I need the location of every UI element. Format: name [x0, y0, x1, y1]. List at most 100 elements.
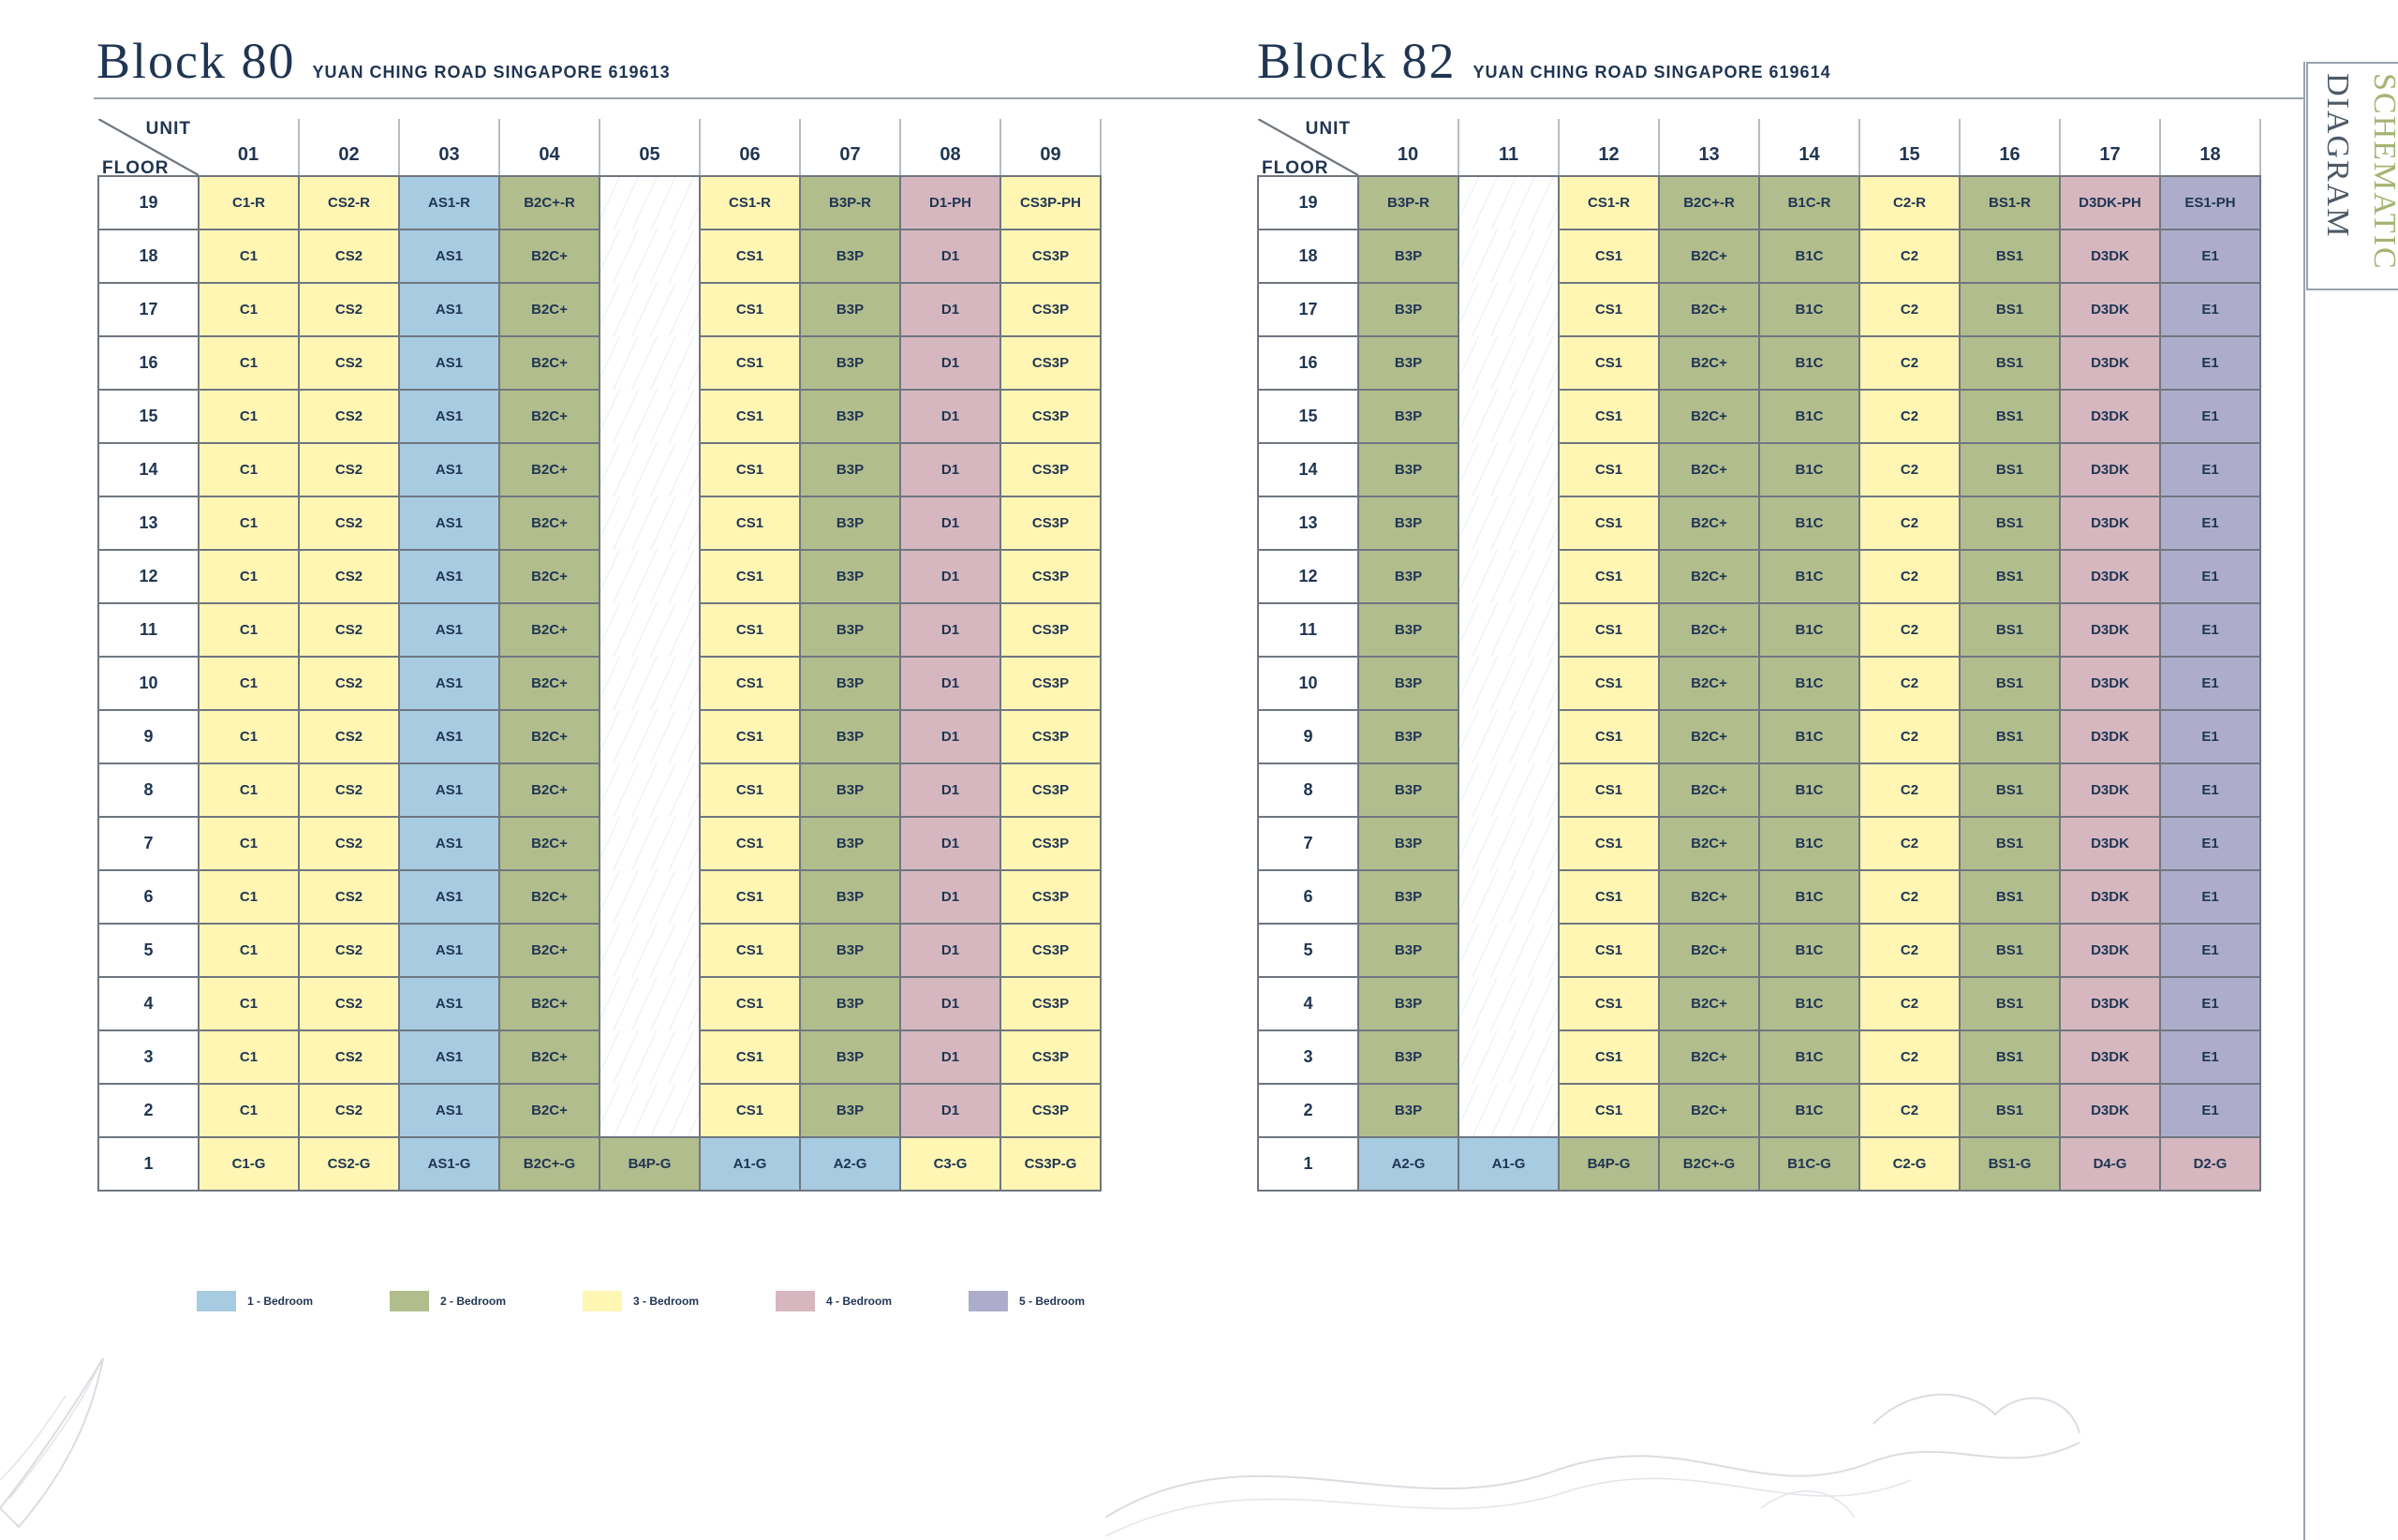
unit-type-cell: D1	[899, 229, 1001, 284]
unit-type-cell: D1	[899, 816, 1001, 871]
unit-type-cell: CS1	[1558, 282, 1660, 337]
unit-number-header: 14	[1759, 119, 1860, 177]
unit-type-cell: B2C+	[498, 549, 600, 604]
floor-number: 6	[1257, 869, 1359, 925]
floor-row: 8 C1 CS2 AS1 B2C+ CS1 B3P D1 CS3P	[97, 763, 1102, 818]
legend-label: 2 - Bedroom	[440, 1295, 507, 1308]
unit-type-cell: B3P	[799, 549, 901, 604]
unit-type-cell: BS1	[1959, 282, 2061, 337]
unit-type-cell: B3P	[799, 869, 901, 925]
unit-type-cell: CS3P	[999, 1029, 1102, 1085]
unit-type-cell: B2C+	[498, 282, 600, 337]
unit-type-cell: B1C-G	[1758, 1136, 1860, 1192]
unit-type-cell: C2	[1858, 763, 1961, 818]
floor-number: 4	[97, 976, 200, 1031]
unit-type-cell: B2C+	[498, 1083, 600, 1138]
floor-row: 15 C1 CS2 AS1 B2C+ CS1 B3P D1 CS3P	[97, 389, 1102, 444]
unit-type-cell: CS1	[1558, 335, 1660, 391]
unit-type-cell: BS1	[1959, 1083, 2061, 1138]
unit-type-cell: D1	[899, 869, 1001, 925]
floor-row: 11 B3P CS1 B2C+ B1C C2 BS1 D3DK E1	[1257, 602, 2261, 658]
unit-type-cell: D3DK	[2059, 709, 2161, 764]
unit-type-cell: D1	[899, 496, 1001, 551]
void-cell	[599, 176, 701, 230]
floor-row: 19 B3P-R CS1-R B2C+-R B1C-R C2-R BS1-R D3DK-PH E…	[1257, 175, 2261, 230]
block-82-address: YUAN CHING ROAD SINGAPORE 619614	[1473, 63, 1831, 81]
unit-type-cell: E1	[2159, 389, 2261, 444]
unit-type-cell: B1C-R	[1758, 175, 1860, 230]
floor-row: 10 B3P CS1 B2C+ B1C C2 BS1 D3DK E1	[1257, 656, 2261, 711]
unit-number-header: 11	[1458, 119, 1560, 177]
unit-type-cell: C1-R	[198, 175, 300, 230]
unit-type-cell: CS2	[298, 442, 400, 497]
unit-label: UNIT	[1305, 119, 1351, 139]
void-cell	[599, 550, 701, 603]
unit-type-cell: B2C+	[498, 709, 600, 764]
unit-type-cell: B4P-G	[599, 1136, 701, 1192]
void-cell	[1458, 550, 1560, 603]
unit-type-cell: C2	[1858, 816, 1961, 871]
floor-label: FLOOR	[102, 158, 170, 176]
unit-type-cell: B1C	[1758, 389, 1860, 444]
unit-type-cell: A1-G	[1458, 1136, 1560, 1192]
unit-type-cell: CS1	[699, 229, 801, 284]
unit-type-cell: C2	[1858, 869, 1961, 925]
unit-number-header: 02	[299, 119, 400, 177]
unit-number-header: 03	[399, 119, 500, 177]
void-cell	[599, 817, 701, 870]
floor-row: 12 B3P CS1 B2C+ B1C C2 BS1 D3DK E1	[1257, 549, 2261, 604]
unit-type-cell: E1	[2159, 496, 2261, 551]
unit-type-cell: C1	[198, 549, 300, 604]
unit-type-cell: B1C	[1758, 656, 1860, 711]
unit-type-cell: B3P	[1357, 229, 1459, 284]
unit-type-cell: B2C+	[1658, 816, 1760, 871]
unit-type-cell: C2-R	[1858, 175, 1961, 230]
unit-type-cell: CS3P	[999, 496, 1102, 551]
floor-number: 7	[1257, 816, 1359, 871]
unit-type-cell: BS1	[1959, 869, 2061, 925]
floor-number: 7	[97, 816, 200, 871]
void-cell	[599, 496, 701, 550]
unit-type-cell: E1	[2159, 709, 2261, 764]
unit-type-cell: D2-G	[2159, 1136, 2261, 1192]
unit-type-cell: B3P	[799, 763, 901, 818]
unit-type-cell: B3P	[799, 602, 901, 658]
unit-type-cell: C2	[1858, 976, 1961, 1031]
unit-type-cell: B3P	[1357, 816, 1459, 871]
unit-type-cell: AS1	[398, 976, 500, 1031]
unit-type-cell: B3P	[1357, 602, 1459, 658]
block-80-address: YUAN CHING ROAD SINGAPORE 619613	[312, 63, 671, 81]
unit-type-cell: C2	[1858, 1029, 1961, 1085]
unit-type-cell: B2C+	[1658, 1083, 1760, 1138]
unit-type-cell: B3P	[799, 976, 901, 1031]
void-cell	[599, 230, 701, 283]
floor-number: 1	[1257, 1136, 1359, 1192]
unit-type-cell: CS1	[1558, 816, 1660, 871]
unit-type-cell: CS1	[699, 1029, 801, 1085]
unit-type-cell: D3DK	[2059, 869, 2161, 925]
unit-type-cell: CS1	[699, 602, 801, 658]
unit-type-cell: C1	[198, 282, 300, 337]
unit-type-cell: D1	[899, 549, 1001, 604]
unit-type-cell: E1	[2159, 229, 2261, 284]
unit-type-cell: CS2	[298, 549, 400, 604]
floor-number: 9	[1257, 709, 1359, 764]
unit-type-cell: E1	[2159, 923, 2261, 978]
unit-type-cell: BS1-R	[1959, 175, 2061, 230]
unit-type-cell: CS2	[298, 1083, 400, 1138]
floor-row: 11 C1 CS2 AS1 B2C+ CS1 B3P D1 CS3P	[97, 602, 1102, 658]
unit-type-cell: C2	[1858, 549, 1961, 604]
floor-row: 3 B3P CS1 B2C+ B1C C2 BS1 D3DK E1	[1257, 1029, 2261, 1085]
void-cell	[1458, 390, 1560, 443]
void-cell	[599, 443, 701, 496]
sidebar-title-line2: DIAGRAM	[2320, 73, 2355, 239]
unit-type-cell: B1C	[1758, 229, 1860, 284]
unit-type-cell: CS1	[699, 976, 801, 1031]
unit-number-header: 13	[1659, 119, 1760, 177]
floor-row: 7 C1 CS2 AS1 B2C+ CS1 B3P D1 CS3P	[97, 816, 1102, 871]
unit-type-cell: AS1	[398, 389, 500, 444]
unit-type-cell: CS1	[1558, 602, 1660, 658]
unit-number-header: 09	[1000, 119, 1102, 177]
unit-type-cell: D1	[899, 442, 1001, 497]
unit-type-cell: CS2	[298, 389, 400, 444]
